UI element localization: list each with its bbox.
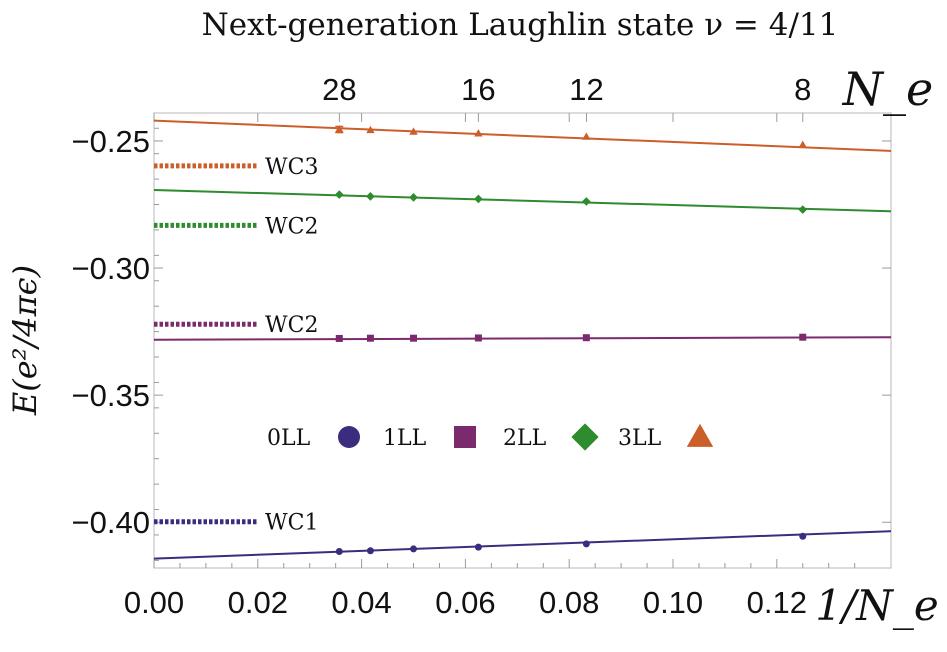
data-point-1LL <box>335 334 343 342</box>
data-point-0LL <box>335 547 343 555</box>
data-point-2LL <box>581 197 591 206</box>
data-point-1LL <box>410 334 418 342</box>
x-axis-label: 1/N_e <box>815 581 938 630</box>
top-tick-label: 16 <box>461 72 495 107</box>
data-point-2LL <box>798 205 808 214</box>
fit-line <box>153 530 892 560</box>
data-point-1LL <box>366 334 374 342</box>
data-point-1LL <box>582 334 590 342</box>
plot-frame <box>153 112 892 569</box>
x-tick-label: 0.00 <box>124 585 184 620</box>
legend-marker-1LL <box>454 426 476 448</box>
wc-label: WC2 <box>265 313 318 338</box>
legend-label-1LL: 1LL <box>383 426 427 451</box>
data-point-3LL <box>582 132 591 140</box>
legend: 0LL 1LL 2LL 3LL <box>267 423 714 451</box>
y-axis-label: E(e²/4πϵ) <box>6 265 44 416</box>
x-tick-label: 0.08 <box>539 585 599 620</box>
y-tick-label: −0.35 <box>72 378 150 413</box>
top-tick-label: 12 <box>569 72 603 107</box>
fit-line <box>153 336 892 341</box>
data-points-layer <box>334 125 808 555</box>
data-point-0LL <box>799 532 807 540</box>
data-point-2LL <box>366 192 375 201</box>
wc-label: WC1 <box>265 511 318 536</box>
ticks-layer <box>153 113 891 568</box>
top-axis-label: N_e <box>842 62 933 116</box>
fit-line <box>153 119 892 152</box>
x-tick-label: 0.12 <box>747 585 807 620</box>
top-tick-label: 28 <box>322 72 356 107</box>
top-tick-label: 8 <box>794 72 811 107</box>
legend-label-3LL: 3LL <box>618 426 662 451</box>
wigner-crystal-layer: WC3 WC2 WC2 WC1 <box>154 155 318 536</box>
fit-lines-layer <box>153 119 892 560</box>
data-point-0LL <box>582 540 590 548</box>
tick-labels-layer: 0.00 0.02 0.04 0.06 0.08 0.10 0.12 −0.25 −0.30 −0… <box>72 72 812 620</box>
legend-label-2LL: 2LL <box>503 426 547 451</box>
data-point-2LL <box>474 194 483 204</box>
data-point-3LL <box>798 140 807 148</box>
data-point-0LL <box>410 545 418 553</box>
x-tick-label: 0.04 <box>331 585 391 620</box>
y-tick-label: −0.40 <box>72 505 150 540</box>
fit-line <box>153 189 892 213</box>
legend-marker-2LL <box>571 423 599 451</box>
y-tick-label: −0.25 <box>72 124 150 159</box>
data-point-3LL <box>366 125 375 134</box>
x-tick-label: 0.02 <box>228 585 288 620</box>
wc-label: WC3 <box>265 155 318 180</box>
x-tick-label: 0.06 <box>435 585 495 620</box>
data-point-1LL <box>474 334 482 342</box>
data-point-2LL <box>334 190 344 199</box>
data-point-0LL <box>366 547 374 555</box>
data-point-1LL <box>799 333 807 341</box>
legend-marker-0LL <box>338 426 360 448</box>
y-tick-label: −0.30 <box>72 251 150 286</box>
x-tick-label: 0.10 <box>643 585 703 620</box>
legend-label-0LL: 0LL <box>267 426 311 451</box>
data-point-3LL <box>474 129 483 137</box>
data-point-2LL <box>409 193 418 202</box>
legend-marker-3LL <box>686 423 714 447</box>
data-point-0LL <box>474 543 482 551</box>
wc-label: WC2 <box>265 214 318 239</box>
chart-title: Next-generation Laughlin state ν = 4/11 <box>202 7 839 43</box>
data-point-3LL <box>409 127 418 135</box>
